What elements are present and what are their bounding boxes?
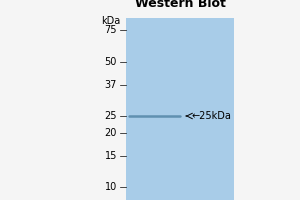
- Text: 37: 37: [105, 80, 117, 90]
- FancyBboxPatch shape: [126, 18, 234, 200]
- Text: Western Blot: Western Blot: [135, 0, 225, 10]
- Text: 50: 50: [105, 57, 117, 67]
- Text: 75: 75: [104, 25, 117, 35]
- Text: 10: 10: [105, 182, 117, 192]
- Text: 20: 20: [105, 128, 117, 138]
- Text: 15: 15: [105, 151, 117, 161]
- Text: 25: 25: [104, 111, 117, 121]
- Text: kDa: kDa: [101, 16, 120, 26]
- Text: ←25kDa: ←25kDa: [192, 111, 232, 121]
